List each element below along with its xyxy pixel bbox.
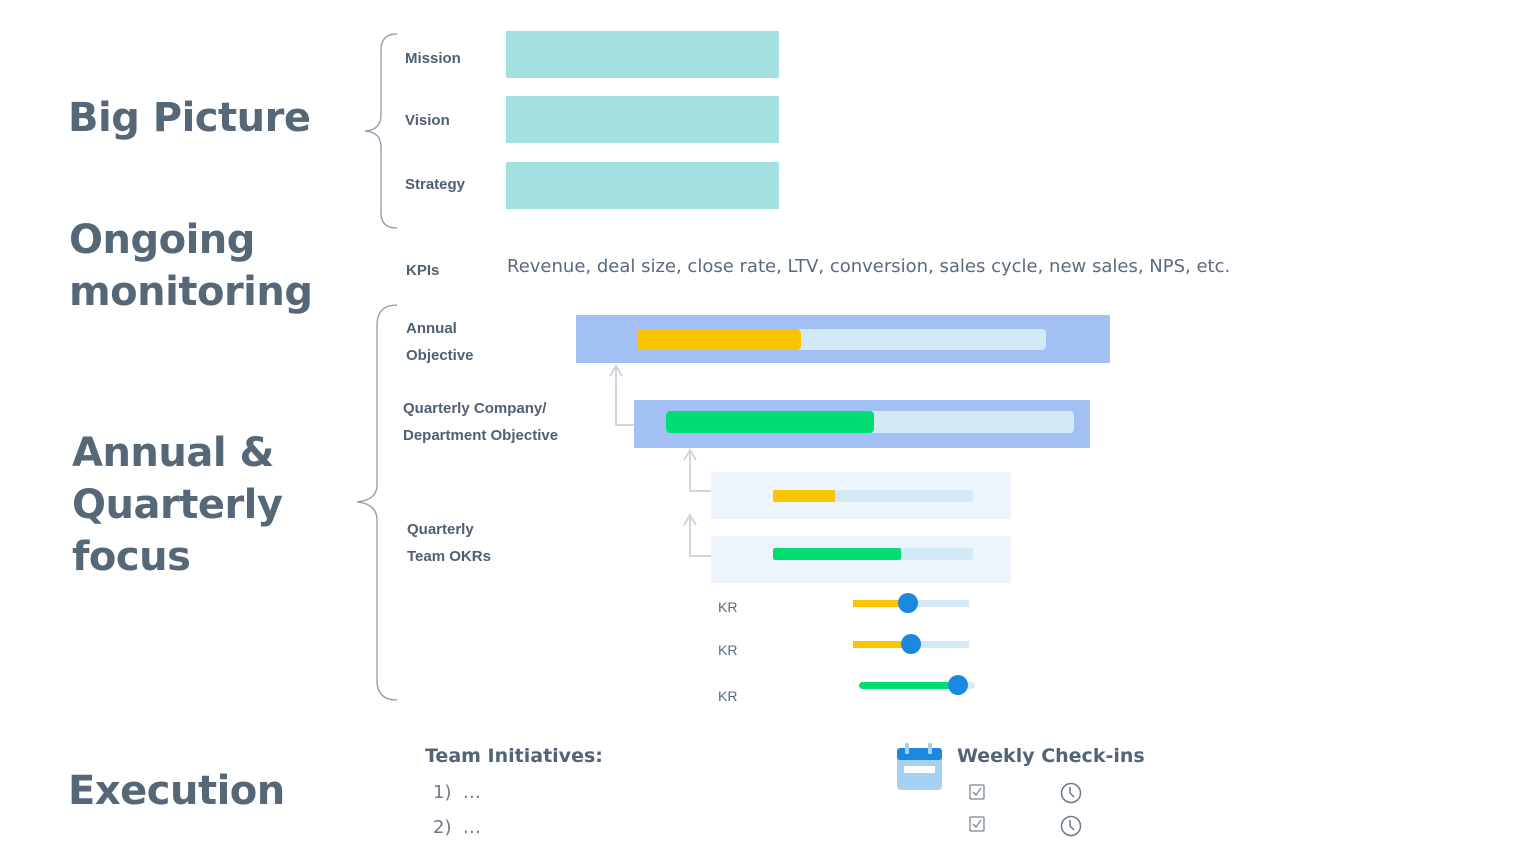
clock-icon [1060, 782, 1082, 804]
company-objective-card [634, 400, 1090, 448]
checkbox-icon [969, 816, 985, 832]
section-big-picture: Big Picture [68, 95, 311, 141]
team-progress-bar [773, 490, 973, 502]
kr-slider[interactable] [853, 593, 969, 613]
kr-slider[interactable] [859, 675, 975, 695]
kr-label: KR [718, 642, 738, 658]
team-okr-card [711, 472, 1011, 519]
team-progress-bar [773, 548, 973, 560]
kpis-label: KPIs [406, 262, 440, 279]
weekly-checkins-title: Weekly Check-ins [957, 745, 1145, 767]
brace-icons [356, 33, 398, 701]
brace-bottom-icon [356, 304, 398, 701]
checkbox-icons [969, 784, 985, 832]
section-execution: Execution [68, 768, 285, 814]
team-initiatives-title: Team Initiatives: [425, 745, 603, 767]
checkbox-icon [969, 784, 985, 800]
mission-label: Mission [405, 50, 461, 67]
arrow-up-icon [683, 448, 711, 492]
kr-slider-knob[interactable] [947, 675, 968, 695]
company-progress-fill [666, 411, 875, 433]
company-objective-label: Quarterly Company/ Department Objective [403, 400, 559, 444]
initiative-item: 2) … [433, 817, 481, 838]
kr-slider[interactable] [853, 634, 969, 654]
team-progress-fill [773, 490, 835, 502]
brace-top-icon [364, 33, 398, 229]
kr-slider-fill [859, 682, 958, 689]
kr-label: KR [718, 599, 738, 615]
kr-slider-fill [853, 600, 908, 607]
clock-icon [1060, 815, 1082, 837]
company-progress-bar [666, 411, 1074, 433]
vision-box [506, 96, 779, 143]
kr-label: KR [718, 688, 738, 704]
vision-label: Vision [405, 112, 450, 129]
strategy-label: Strategy [405, 176, 466, 193]
connector-arrows [609, 364, 711, 557]
annual-objective-label: Annual Objective [406, 320, 474, 364]
clock-icons [1060, 782, 1082, 837]
arrow-up-icon [683, 513, 711, 557]
kr-slider-knob[interactable] [897, 593, 918, 613]
section-annual-quarterly: Annual & Quarterly focus [72, 430, 283, 580]
strategy-box [506, 162, 779, 209]
calendar-icon [897, 743, 942, 790]
initiative-item: 1) … [433, 782, 481, 803]
mission-box [506, 31, 779, 78]
annual-objective-card [576, 315, 1110, 363]
team-okr-card [711, 536, 1011, 583]
team-progress-fill [773, 548, 901, 560]
kpis-text: Revenue, deal size, close rate, LTV, con… [507, 256, 1231, 277]
section-ongoing-monitoring: Ongoing monitoring [69, 217, 313, 315]
arrow-up-icon [609, 364, 634, 426]
team-okrs-label: Quarterly Team OKRs [407, 521, 491, 565]
annual-progress-bar [637, 329, 1046, 350]
annual-progress-fill [637, 329, 801, 350]
kr-slider-fill [853, 641, 911, 648]
kr-slider-knob[interactable] [901, 634, 921, 654]
